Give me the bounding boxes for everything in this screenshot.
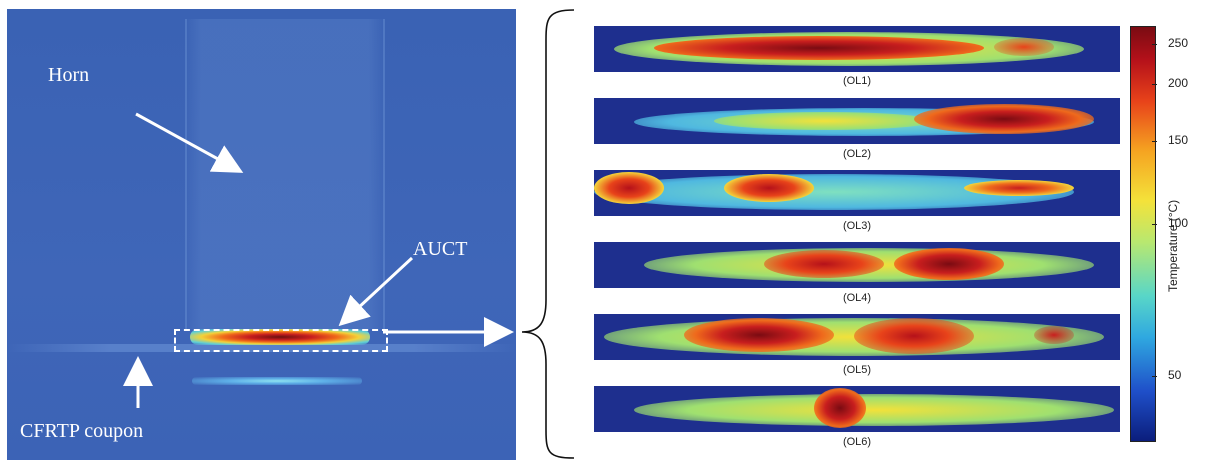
label-horn: Horn [48,64,90,86]
colorbar-label: Temperature (°C) [1166,199,1180,292]
colorbar-tick-150: 150 [1168,133,1189,147]
label-auct: AUCT [413,238,468,260]
tickmark-200 [1152,84,1157,85]
strip-caption-ol5: (OL5) [842,364,872,376]
strip-caption-ol2: (OL2) [842,148,872,160]
auct-arrow [338,256,414,327]
colorbar-tick-100: 100 [1168,216,1189,230]
curly-brace [521,9,575,459]
hot-weld-spot [190,329,370,345]
thermal-strip-ol4 [594,242,1120,288]
colorbar-tick-50: 50 [1168,368,1182,382]
horn-edge-left [185,19,187,329]
horn-arrow [135,112,244,173]
strip-caption-ol3: (OL3) [842,220,872,232]
thermal-strip-ol5 [594,314,1120,360]
thermal-photo [7,9,516,460]
thermal-strip-ol6 [594,386,1120,432]
strip-caption-ol4: (OL4) [842,292,872,304]
thermal-strip-ol2 [594,98,1120,144]
strip-caption-ol6: (OL6) [842,436,872,448]
colorbar-tick-250: 250 [1168,36,1189,50]
temperature-colorbar [1130,26,1156,442]
thermal-strip-ol3 [594,170,1120,216]
horn-region [185,19,385,329]
tickmark-150 [1152,141,1157,142]
label-cfrtp-coupon: CFRTP coupon [20,420,144,442]
auct-dashed-box [174,329,388,352]
thermal-strip-ol1 [594,26,1120,72]
tickmark-250 [1152,44,1157,45]
weld-reflection [192,377,362,385]
tickmark-100 [1152,224,1157,225]
horn-edge-right [383,19,385,329]
tickmark-50 [1152,376,1157,377]
strip-caption-ol1: (OL1) [842,75,872,87]
colorbar-tick-200: 200 [1168,76,1189,90]
coupon-line [7,344,516,352]
